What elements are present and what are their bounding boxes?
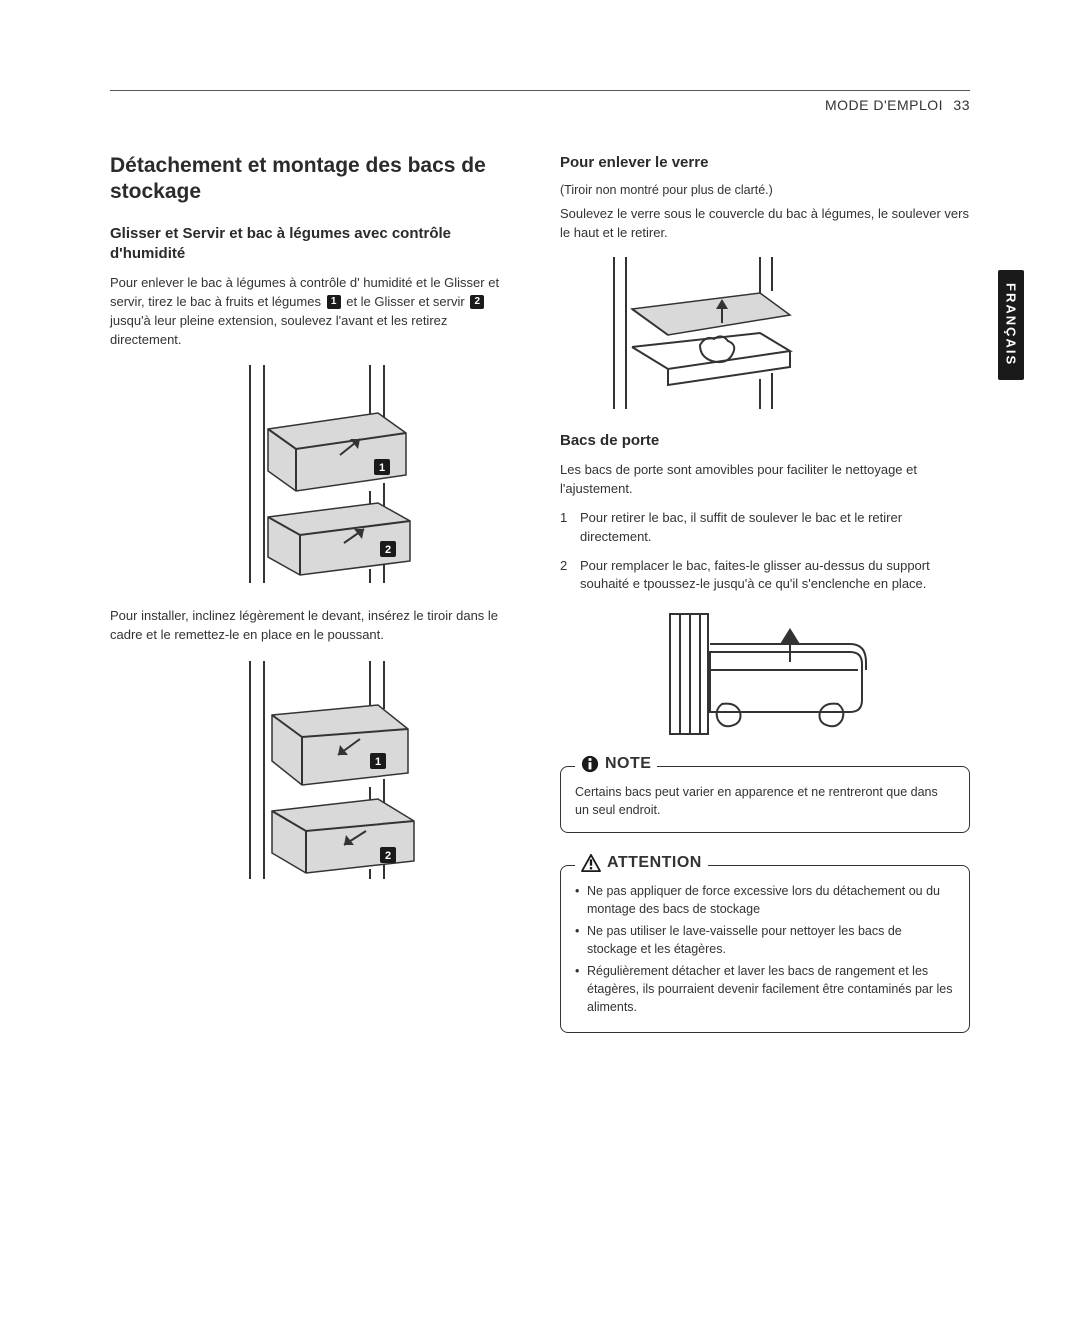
door-bins-steps: 1 Pour retirer le bac, il suffit de soul…: [560, 509, 970, 594]
list-item: 2 Pour remplacer le bac, faites-le gliss…: [560, 557, 970, 595]
info-icon: [581, 755, 599, 773]
attention-label-text: ATTENTION: [607, 854, 702, 872]
step-text: Pour retirer le bac, il suffit de soulev…: [580, 509, 970, 547]
text-run: jusqu'à leur pleine extension, soulevez …: [110, 313, 447, 347]
fig-marker-1b: 1: [375, 756, 381, 768]
subheading-glass: Pour enlever le verre: [560, 153, 970, 173]
attention-label: ATTENTION: [575, 854, 708, 872]
header-section-label: MODE D'EMPLOI: [825, 97, 943, 113]
glass-paragraph: Soulevez le verre sous le couvercle du b…: [560, 205, 970, 243]
crisper-install-paragraph: Pour installer, inclinez légèrement le d…: [110, 607, 520, 645]
figure-glass-remove: [590, 253, 800, 413]
header-page-number: 33: [953, 97, 970, 113]
step-number: 2: [560, 557, 572, 595]
right-column: Pour enlever le verre (Tiroir non montré…: [560, 153, 970, 1033]
attention-list: Ne pas appliquer de force excessive lors…: [575, 882, 955, 1017]
fig-marker-2: 2: [385, 544, 391, 556]
note-body: Certains bacs peut varier en apparence e…: [575, 783, 955, 819]
left-column: Détachement et montage des bacs de stock…: [110, 153, 520, 1033]
header-rule: [110, 90, 970, 91]
note-label-text: NOTE: [605, 755, 651, 773]
note-label: NOTE: [575, 755, 657, 773]
subheading-door-bins: Bacs de porte: [560, 431, 970, 451]
note-callout: NOTE Certains bacs peut varier en appare…: [560, 766, 970, 832]
page-header: MODE D'EMPLOI 33: [110, 97, 970, 113]
list-item: Ne pas utiliser le lave-vaisselle pour n…: [575, 922, 955, 958]
list-item: 1 Pour retirer le bac, il suffit de soul…: [560, 509, 970, 547]
language-tab: FRANÇAIS: [998, 270, 1024, 380]
fig-marker-1: 1: [379, 462, 385, 474]
text-run: et le Glisser et servir: [346, 294, 468, 309]
subheading-crisper: Glisser et Servir et bac à légumes avec …: [110, 224, 520, 265]
two-column-layout: Détachement et montage des bacs de stock…: [110, 153, 970, 1033]
door-bins-intro: Les bacs de porte sont amovibles pour fa…: [560, 461, 970, 499]
step-text: Pour remplacer le bac, faites-le glisser…: [580, 557, 970, 595]
warning-icon: [581, 854, 601, 872]
callout-marker-2: 2: [470, 295, 484, 309]
figure-door-bin: [650, 604, 880, 744]
crisper-remove-paragraph: Pour enlever le bac à légumes à contrôle…: [110, 274, 520, 349]
list-item: Régulièrement détacher et laver les bacs…: [575, 962, 955, 1016]
fig-marker-2b: 2: [385, 850, 391, 862]
callout-marker-1: 1: [327, 295, 341, 309]
glass-subnote: (Tiroir non montré pour plus de clarté.): [560, 183, 970, 197]
figure-drawers-remove: 1 2: [210, 359, 420, 589]
section-title: Détachement et montage des bacs de stock…: [110, 153, 520, 206]
step-number: 1: [560, 509, 572, 547]
attention-callout: ATTENTION Ne pas appliquer de force exce…: [560, 865, 970, 1034]
manual-page: MODE D'EMPLOI 33 FRANÇAIS Détachement et…: [0, 0, 1080, 1339]
figure-drawers-install: 1 2: [210, 655, 420, 885]
list-item: Ne pas appliquer de force excessive lors…: [575, 882, 955, 918]
